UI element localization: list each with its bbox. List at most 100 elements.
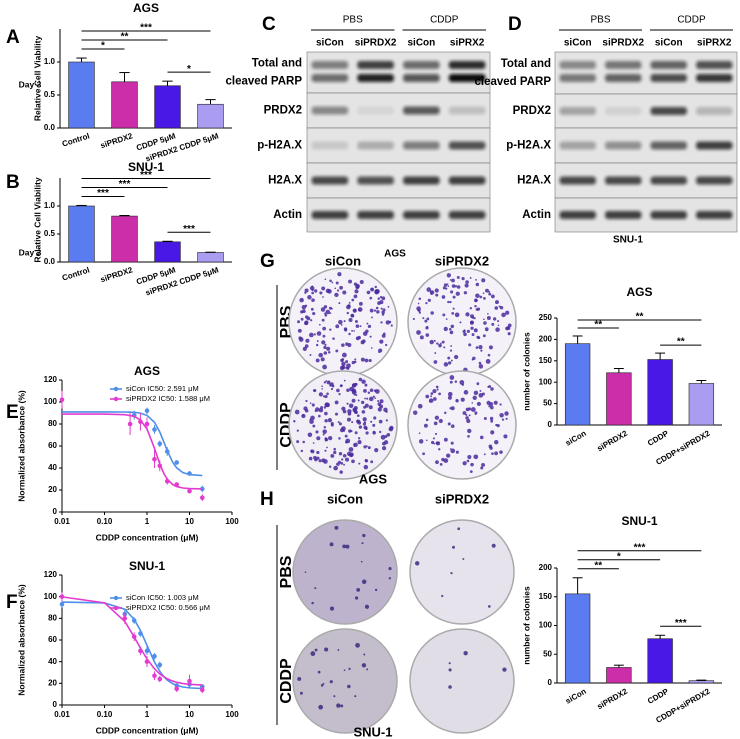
colony [432,389,437,394]
colony [461,277,465,281]
colony [348,279,353,284]
colony [354,410,358,414]
colony [361,379,366,384]
colony [475,282,480,287]
colony [441,340,445,344]
bar [68,61,95,129]
colony [469,321,474,325]
colony [326,380,331,385]
data-point [144,421,150,427]
colony [309,353,312,356]
colony [321,286,326,291]
colony [478,364,484,369]
colony [318,704,324,710]
colony [351,298,355,302]
colony [390,324,393,327]
colony [339,384,343,388]
data-point [59,594,65,599]
colony [424,319,428,323]
colony [461,383,464,386]
colony [323,426,327,429]
colony [447,361,452,365]
colony [447,285,450,288]
data-point [152,427,157,432]
colony [353,408,356,411]
colony [375,306,379,310]
lane-label: siCon [407,38,435,49]
colony [452,545,455,549]
colony [324,647,329,652]
colony [348,447,354,452]
colony [362,331,368,336]
data-point [152,653,157,659]
blot-band [696,107,733,115]
colony [429,400,431,403]
colony [468,414,471,417]
colony [496,424,500,428]
colony [338,393,341,396]
lane-label: siCon [655,38,683,49]
panel-letter: D [508,14,522,35]
colony [418,297,422,301]
colony [364,459,369,463]
y-tick-label: 150 [539,592,553,601]
colony [430,395,433,398]
colony [462,329,466,333]
y-tick-label: 200 [539,335,553,344]
colony [385,419,388,422]
colony [354,596,359,600]
lane-label: siPRDX2 [355,38,397,49]
colony [380,321,383,324]
colony [425,439,428,442]
colony [346,363,351,369]
colony [335,281,339,285]
colony [499,450,503,454]
colony [441,594,444,598]
colony [343,320,346,323]
x-tick-label: CDDP [646,686,671,705]
data-point [152,456,157,462]
colony [446,453,451,458]
colony [338,422,342,426]
colony [450,448,456,454]
colony [324,394,328,399]
colony [418,311,421,314]
colony [494,439,499,445]
data-point [164,449,170,454]
colony [447,300,450,304]
colony [371,316,373,319]
data-point [122,616,128,621]
colony [326,346,331,351]
y-axis-label: Relative Cell Viability [32,36,42,122]
colony [419,335,424,340]
colony [371,287,374,291]
colony [482,334,486,338]
colony [330,453,335,458]
colony [365,445,368,448]
colony [336,703,341,708]
colony [351,421,354,424]
y-tick-label: 100 [44,397,58,406]
x-tick-label: siCon [564,429,588,448]
plate-caption: SNU-1 [353,724,392,739]
colony [477,336,481,340]
colony [335,349,339,353]
colony [315,358,320,363]
lane-label: siPRX2 [697,38,732,49]
colony [324,437,328,440]
colony [505,310,510,315]
colony [299,297,304,303]
colony [304,571,307,573]
data-point [157,463,163,469]
colony [382,441,386,446]
bar [154,85,181,129]
colony [474,298,478,303]
colony [322,326,327,331]
colony [314,409,317,412]
y-tick-label: 250 [539,313,553,322]
colony [469,276,472,279]
colony [450,359,453,362]
colony [452,295,456,299]
data-point [59,397,65,403]
y-tick-label: 200 [539,563,553,572]
